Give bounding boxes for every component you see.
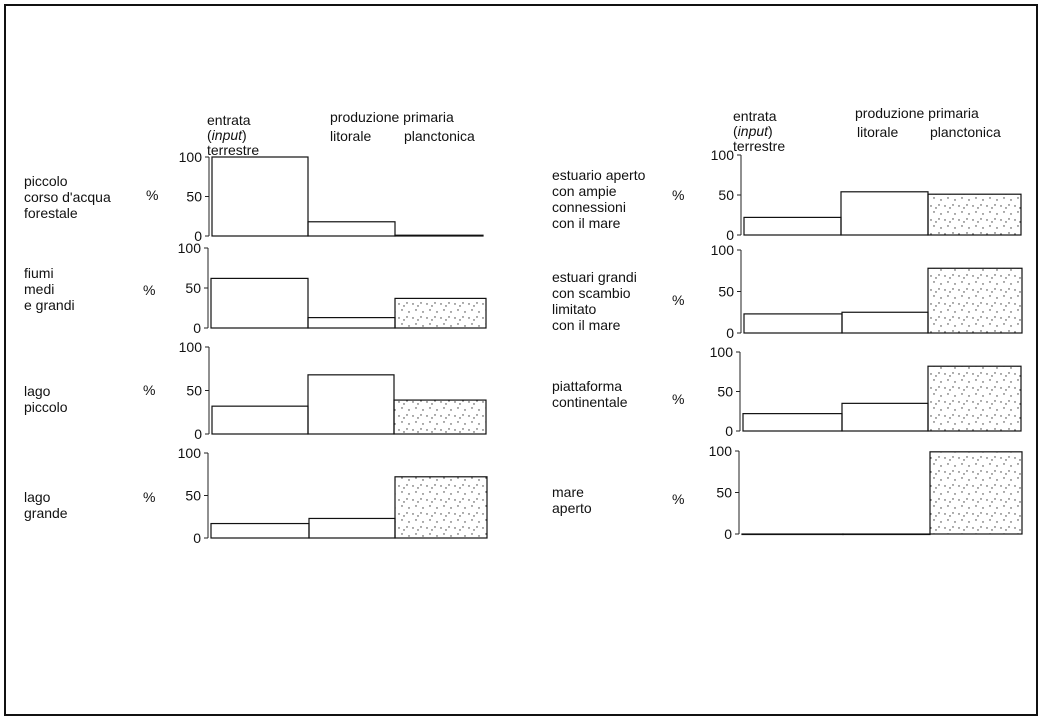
unit-label: % (672, 292, 685, 308)
y-tick-label: 50 (718, 187, 734, 203)
header-planctonica-left: planctonica (404, 128, 475, 144)
y-tick-label: 50 (186, 189, 202, 205)
figure-frame (4, 4, 1038, 716)
y-tick-label: 100 (179, 339, 203, 355)
y-tick-label: 100 (711, 147, 735, 163)
y-tick-label: 50 (717, 384, 733, 400)
y-tick-label: 100 (178, 445, 202, 461)
bar-planctonica (927, 193, 1022, 236)
y-tick-label: 0 (724, 526, 732, 542)
header-litorale-right: litorale (857, 124, 899, 140)
unit-label: % (672, 491, 685, 507)
bar-terrestre (741, 533, 844, 536)
y-tick-label: 100 (711, 242, 735, 258)
chart-label: lago grande (24, 489, 68, 521)
header-terrestre-left: entrata (input) terrestre (207, 112, 260, 158)
bar-litorale (842, 533, 931, 536)
bar-planctonica (394, 234, 484, 237)
header-litorale-left: litorale (330, 128, 372, 144)
y-tick-label: 0 (194, 228, 202, 244)
chart-label: mare aperto (552, 484, 592, 516)
unit-label: % (672, 391, 685, 407)
y-tick-label: 100 (178, 240, 202, 256)
y-tick-label: 0 (193, 530, 201, 546)
y-tick-label: 100 (710, 344, 734, 360)
header-terrestre-line3: terrestre (733, 138, 786, 154)
bar-terrestre (210, 277, 309, 329)
unit-label: % (143, 489, 156, 505)
header-terrestre-right: entrata (input) terrestre (733, 108, 786, 154)
header-terrestre-line1: entrata (733, 108, 777, 124)
y-tick-label: 50 (186, 383, 202, 399)
bar-terrestre (211, 156, 309, 237)
y-tick-label: 50 (718, 284, 734, 300)
chart-label: piattaforma continentale (552, 378, 628, 410)
header-terrestre-line2: input (211, 127, 243, 143)
y-tick-label: 0 (726, 325, 734, 341)
y-tick-label: 0 (725, 423, 733, 439)
header-terrestre-line2: input (737, 123, 769, 139)
bar-planctonica (394, 476, 488, 539)
bar-litorale (307, 221, 396, 237)
chart-label: fiumi medi e grandi (24, 265, 75, 313)
y-tick-label: 50 (185, 488, 201, 504)
y-tick-label: 50 (185, 280, 201, 296)
bar-planctonica (394, 297, 487, 329)
header-planctonica-right: planctonica (930, 124, 1001, 140)
bar-planctonica (927, 365, 1022, 432)
header-terrestre-line1: entrata (207, 112, 251, 128)
chart-label: piccolo corso d'acqua forestale (24, 173, 111, 221)
header-primaria-right: produzione primaria (855, 105, 979, 121)
unit-label: % (143, 382, 156, 398)
unit-label: % (143, 282, 156, 298)
y-tick-label: 0 (726, 227, 734, 243)
bar-planctonica (929, 451, 1023, 535)
chart-label: lago piccolo (24, 383, 68, 415)
y-tick-label: 100 (709, 443, 733, 459)
y-tick-label: 0 (193, 320, 201, 336)
chart-label: estuario aperto con ampie connessioni co… (552, 167, 646, 231)
bar-planctonica (927, 267, 1023, 334)
y-tick-label: 0 (194, 426, 202, 442)
y-tick-label: 100 (179, 149, 203, 165)
chart-label: estuari grandi con scambio limitato con … (552, 269, 637, 333)
header-primaria-left: produzione primaria (330, 109, 454, 125)
unit-label: % (672, 187, 685, 203)
unit-label: % (146, 187, 159, 203)
bar-planctonica (393, 399, 487, 435)
y-tick-label: 50 (716, 485, 732, 501)
header-terrestre-line3: terrestre (207, 142, 260, 158)
